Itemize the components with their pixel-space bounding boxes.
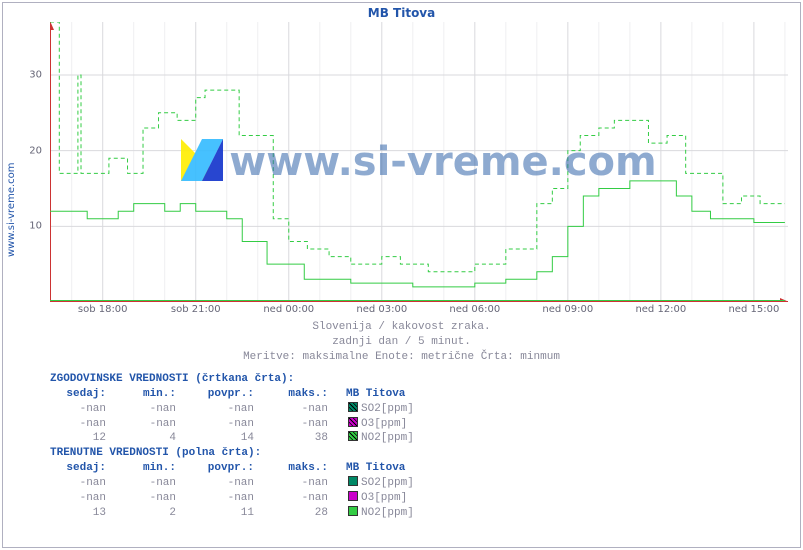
- col-station: MB Titova: [346, 388, 405, 400]
- cell-max: -nan: [254, 417, 328, 432]
- cell-max: -nan: [254, 476, 328, 491]
- series-label: SO2[ppm]: [361, 403, 414, 415]
- x-tick-label: sob 21:00: [171, 304, 221, 315]
- series-swatch-icon: [348, 431, 358, 441]
- cell-avg: 11: [176, 506, 254, 521]
- cell-now: 12: [50, 431, 106, 446]
- cell-min: -nan: [106, 402, 176, 417]
- cell-avg: -nan: [176, 402, 254, 417]
- col-station: MB Titova: [346, 462, 405, 474]
- x-tick-label: ned 09:00: [542, 304, 593, 315]
- y-tick-label: 30: [29, 69, 42, 80]
- cell-now: -nan: [50, 402, 106, 417]
- table-row: -nan-nan-nan-nanSO2[ppm]: [50, 402, 750, 417]
- x-tick-label: sob 18:00: [78, 304, 128, 315]
- series-swatch-icon: [348, 506, 358, 516]
- cell-min: -nan: [106, 491, 176, 506]
- table-header-row: sedaj:min.:povpr.:maks.: MB Titova: [50, 461, 750, 476]
- chart-svg: [50, 22, 788, 302]
- table-title: TRENUTNE VREDNOSTI (polna črta):: [50, 446, 750, 461]
- table-row: -nan-nan-nan-nanO3[ppm]: [50, 491, 750, 506]
- table-row: 1321128 NO2[ppm]: [50, 506, 750, 521]
- cell-min: -nan: [106, 417, 176, 432]
- x-tick-label: ned 00:00: [263, 304, 314, 315]
- col-avg: povpr.:: [176, 461, 254, 476]
- table-row: -nan-nan-nan-nanO3[ppm]: [50, 417, 750, 432]
- col-avg: povpr.:: [176, 387, 254, 402]
- col-now: sedaj:: [50, 387, 106, 402]
- cell-min: 4: [106, 431, 176, 446]
- x-tick-label: ned 12:00: [635, 304, 686, 315]
- col-max: maks.:: [254, 461, 328, 476]
- col-now: sedaj:: [50, 461, 106, 476]
- cell-now: -nan: [50, 417, 106, 432]
- series-swatch-icon: [348, 476, 358, 486]
- cell-min: -nan: [106, 476, 176, 491]
- table-row: -nan-nan-nan-nanSO2[ppm]: [50, 476, 750, 491]
- cell-now: 13: [50, 506, 106, 521]
- x-tick-label: ned 03:00: [356, 304, 407, 315]
- series-swatch-icon: [348, 417, 358, 427]
- series-label: NO2[ppm]: [361, 507, 414, 519]
- data-tables: ZGODOVINSKE VREDNOSTI (črtkana črta):sed…: [50, 372, 750, 520]
- chart-plot: [50, 22, 788, 302]
- cell-avg: -nan: [176, 417, 254, 432]
- y-tick-label: 10: [29, 221, 42, 232]
- series-swatch-icon: [348, 491, 358, 501]
- table-title: ZGODOVINSKE VREDNOSTI (črtkana črta):: [50, 372, 750, 387]
- series-label: O3[ppm]: [361, 492, 407, 504]
- cell-max: -nan: [254, 402, 328, 417]
- table-row: 1241438 NO2[ppm]: [50, 431, 750, 446]
- cell-avg: 14: [176, 431, 254, 446]
- cell-max: -nan: [254, 491, 328, 506]
- table-header-row: sedaj:min.:povpr.:maks.: MB Titova: [50, 387, 750, 402]
- cell-avg: -nan: [176, 476, 254, 491]
- cell-avg: -nan: [176, 491, 254, 506]
- cell-now: -nan: [50, 491, 106, 506]
- cell-now: -nan: [50, 476, 106, 491]
- subtitle-line: zadnji dan / 5 minut.: [0, 335, 803, 350]
- y-tick-label: 20: [29, 145, 42, 156]
- subtitle-line: Meritve: maksimalne Enote: metrične Črta…: [0, 350, 803, 365]
- col-min: min.:: [106, 461, 176, 476]
- series-label: O3[ppm]: [361, 418, 407, 430]
- series-label: SO2[ppm]: [361, 477, 414, 489]
- chart-title: MB Titova: [0, 6, 803, 20]
- col-max: maks.:: [254, 387, 328, 402]
- series-label: NO2[ppm]: [361, 432, 414, 444]
- chart-subtitle: Slovenija / kakovost zraka.zadnji dan / …: [0, 320, 803, 365]
- x-tick-labels: sob 18:00 sob 21:00 ned 00:00 ned 03:00 ned …: [50, 304, 788, 318]
- col-min: min.:: [106, 387, 176, 402]
- cell-max: 28: [254, 506, 328, 521]
- series-swatch-icon: [348, 402, 358, 412]
- subtitle-line: Slovenija / kakovost zraka.: [0, 320, 803, 335]
- cell-max: 38: [254, 431, 328, 446]
- x-tick-label: ned 15:00: [728, 304, 779, 315]
- x-tick-label: ned 06:00: [449, 304, 500, 315]
- cell-min: 2: [106, 506, 176, 521]
- y-tick-labels: 10 20 30: [0, 22, 46, 302]
